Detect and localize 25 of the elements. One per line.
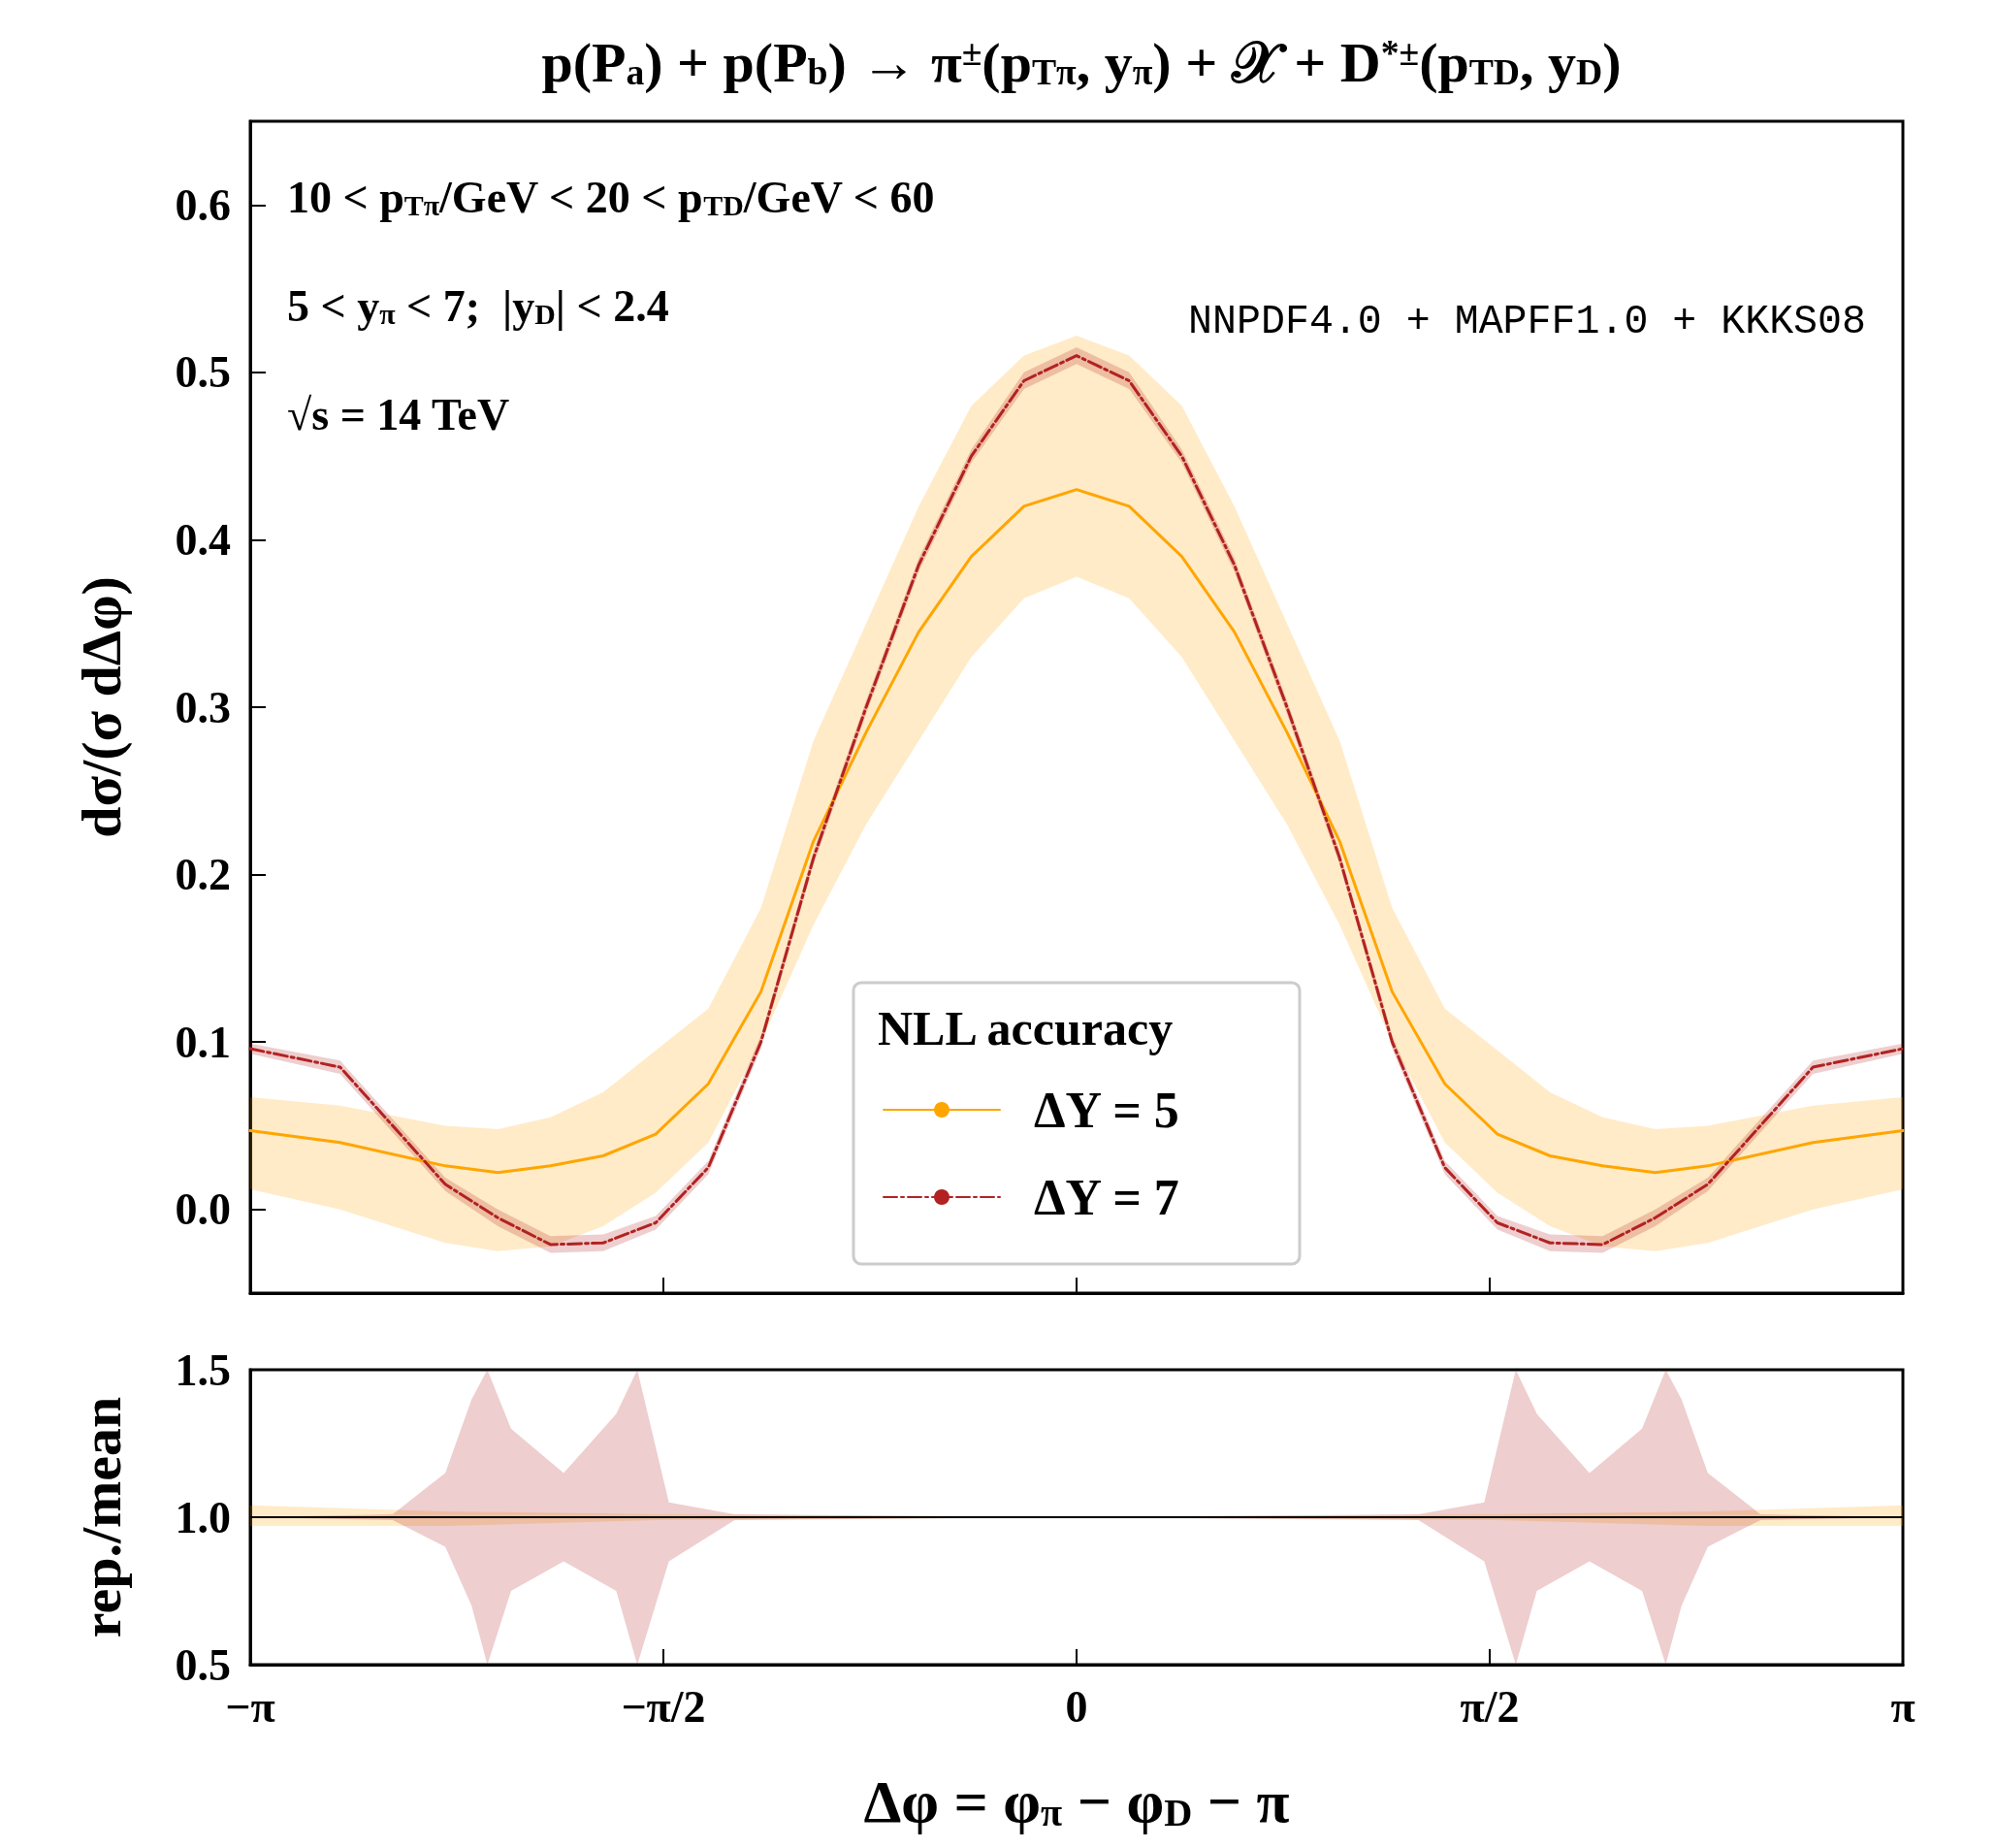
- legend-label: ΔY = 7: [1034, 1169, 1179, 1225]
- annotation: 10 < pTπ/GeV < 20 < pTD/GeV < 60: [287, 172, 935, 222]
- y-tick-label: 0.4: [175, 514, 231, 565]
- chart-title: p(Pa) + p(Pb) → π±(pTπ, yπ) + 𝒳 + D*±(pTD, yD): [541, 30, 1622, 94]
- y-axis-title: dσ/(σ dΔφ): [69, 576, 133, 838]
- y-tick-label: 0.0: [175, 1184, 231, 1235]
- y-tick-label: 1.5: [175, 1345, 231, 1395]
- y-tick-label: 0.3: [175, 682, 231, 732]
- x-axis-title: Δφ = φπ − φD − π: [863, 1768, 1290, 1834]
- annotation: NNPDF4.0 + MAPFF1.0 + KKKS08: [1188, 298, 1866, 344]
- y-axis-title: rep./mean: [69, 1396, 133, 1638]
- x-tick-label: 0: [1065, 1681, 1088, 1732]
- y-tick-label: 0.6: [175, 179, 231, 230]
- y-tick-label: 0.2: [175, 850, 231, 900]
- annotation: √s = 14 TeV: [287, 389, 510, 439]
- x-tick-label: −π/2: [621, 1681, 706, 1732]
- x-tick-label: π/2: [1460, 1681, 1520, 1732]
- line-series: [248, 488, 1905, 1175]
- y-tick-label: 0.1: [175, 1017, 231, 1067]
- legend-title: NLL accuracy: [878, 1001, 1174, 1055]
- x-tick-label: π: [1890, 1681, 1916, 1732]
- annotation: 5 < yπ < 7; |yD| < 2.4: [287, 280, 669, 331]
- y-tick-label: 0.5: [175, 347, 231, 398]
- legend-label: ΔY = 5: [1034, 1082, 1179, 1138]
- y-tick-label: 1.0: [175, 1492, 231, 1542]
